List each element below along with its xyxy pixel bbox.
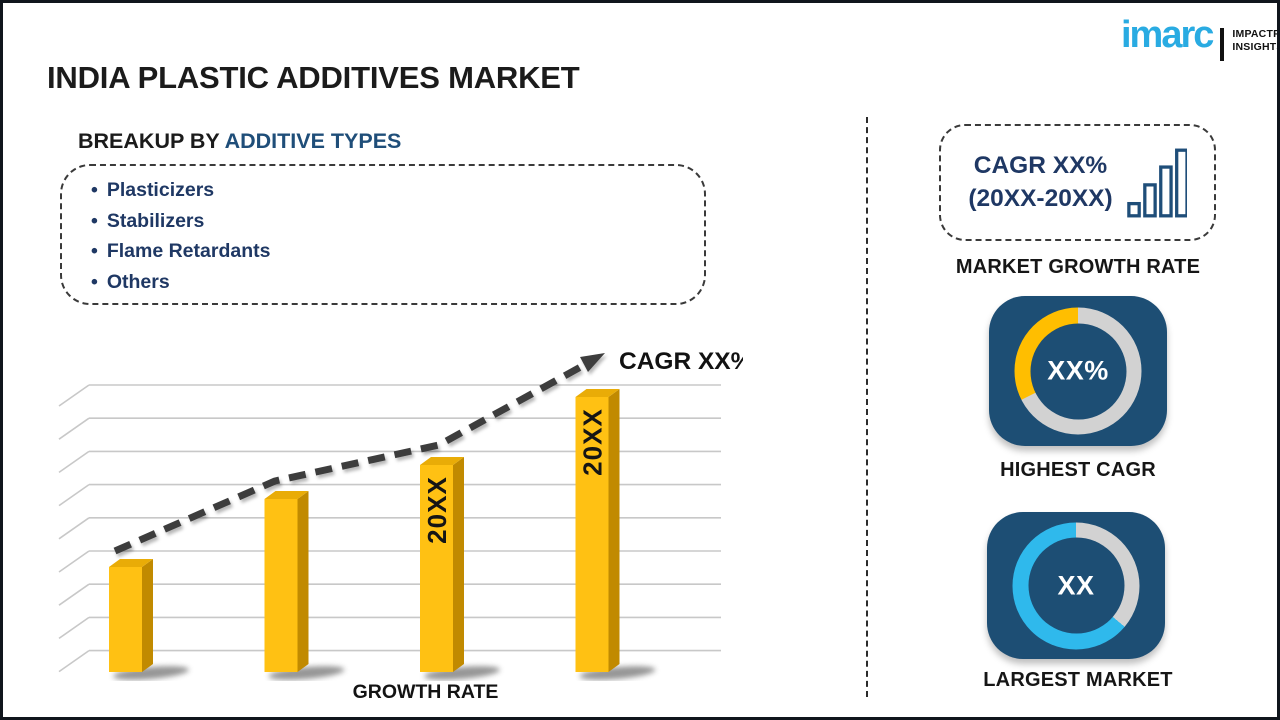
market-growth-rate-label: MARKET GROWTH RATE (955, 256, 1201, 278)
breakup-heading-highlight: ADDITIVE TYPES (224, 129, 402, 153)
list-item: • Plasticizers (91, 179, 215, 201)
imarc-logo: imarc IMPACTFUL INSIGHTS (1121, 14, 1280, 61)
logo-divider-bar (1220, 28, 1225, 61)
largest-market-label: LARGEST MARKET (983, 669, 1173, 691)
chart-x-axis-label: GROWTH RATE (352, 681, 499, 703)
cagr-range-text: CAGR XX% (20XX-20XX) (968, 152, 1113, 212)
largest-market-card: XX (987, 512, 1165, 659)
bar-year-label: 20XX (422, 476, 452, 544)
additive-types-box (60, 164, 706, 305)
largest-market-value: XX (1057, 570, 1095, 600)
highest-cagr-card: XX% (989, 296, 1167, 446)
list-item: • Stabilizers (91, 209, 205, 232)
bullet-icon: • (91, 270, 98, 293)
highest-cagr-label: HIGHEST CAGR (1000, 459, 1156, 481)
additive-list: • Plasticizers • Stabilizers • Flame Retardan… (91, 175, 270, 297)
growth-bar-chart: 20XX 20XX CAGR XX% (58, 348, 743, 680)
breakup-heading-prefix: BREAKUP BY (78, 129, 225, 153)
page-title: INDIA PLASTIC ADDITIVES MARKET (47, 60, 580, 95)
list-item: • Others (91, 270, 170, 293)
donut-center: XX (1028, 537, 1124, 634)
bullet-icon: • (91, 179, 98, 201)
breakup-heading: BREAKUP BY ADDITIVE TYPES (78, 129, 401, 154)
trend-cagr-annotation: CAGR XX% (619, 348, 743, 375)
donut-center: XX% (1030, 323, 1126, 419)
list-item: • Flame Retardants (91, 240, 271, 262)
vertical-dashed-divider (866, 117, 868, 697)
bar-year-label: 20XX (578, 408, 608, 476)
largest-market-donut-icon: XX (1012, 522, 1140, 649)
bullet-icon: • (91, 209, 98, 232)
market-growth-rate-box: CAGR XX% (20XX-20XX) (939, 124, 1216, 241)
highest-cagr-donut-icon: XX% (1014, 307, 1142, 435)
cagr-trend-arrow-icon (113, 353, 605, 555)
imarc-logo-wordmark: imarc (1121, 14, 1214, 56)
highest-cagr-value: XX% (1047, 355, 1109, 386)
bullet-icon: • (91, 240, 98, 262)
growth-bars-icon (1126, 148, 1187, 217)
logo-tagline: IMPACTFUL INSIGHTS (1232, 28, 1280, 53)
